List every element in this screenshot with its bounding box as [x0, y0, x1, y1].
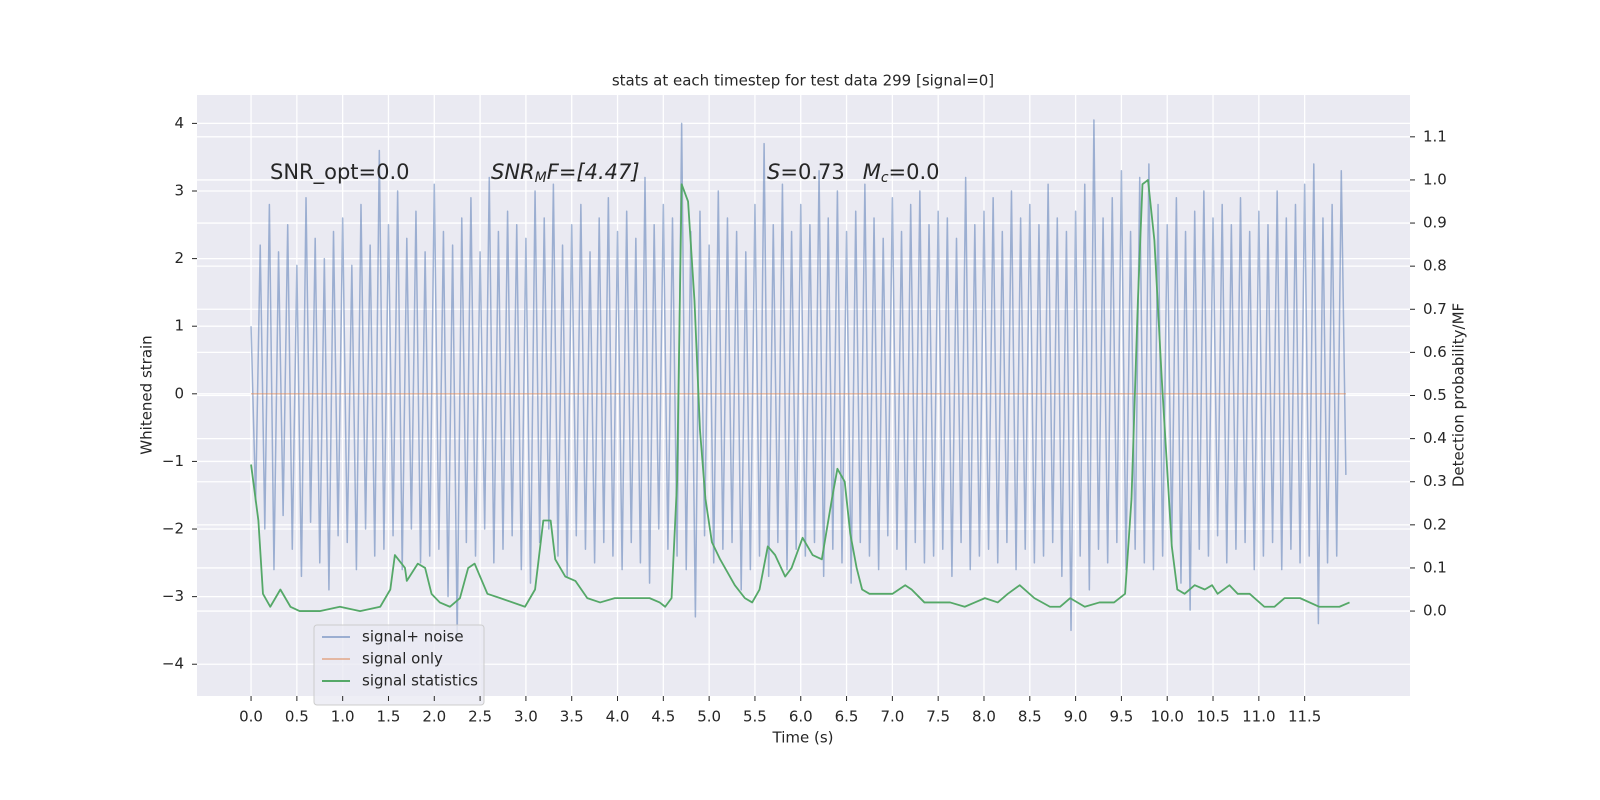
x-tick-label: 1.5 [377, 708, 401, 726]
x-tick-label: 0.0 [239, 708, 263, 726]
x-tick-label: 4.0 [606, 708, 630, 726]
x-tick-label: 9.5 [1109, 708, 1133, 726]
legend-label: signal statistics [362, 672, 478, 690]
y-axis-label: Whitened strain [138, 335, 156, 454]
y-tick-label: 3 [174, 181, 184, 199]
y-tick-label: 0 [174, 384, 184, 402]
annotation-part: =0.0 [889, 160, 940, 184]
annotation: SNRMF=[4.47] [491, 160, 640, 186]
y2-tick-label: 0.2 [1423, 515, 1447, 533]
annotation-part: SNR_opt=0.0 [270, 160, 410, 185]
marks [250, 119, 1350, 638]
legend: signal+ noise signal only signal statistic… [313, 624, 485, 706]
annotation-part: F=[4.47] [547, 160, 640, 184]
x-tick-label: 3.0 [514, 708, 538, 726]
x-tick-label: 6.0 [789, 708, 813, 726]
y2-tick-label: 0.1 [1423, 558, 1447, 576]
chart-title: stats at each timestep for test data 299… [612, 72, 994, 90]
x-tick-label: 6.5 [835, 708, 859, 726]
y2-tick-label: 0.7 [1423, 300, 1447, 318]
annotation: S=0.73 Mc=0.0 [767, 160, 940, 186]
annotation-part: M [535, 170, 547, 186]
x-tick-label: 2.5 [468, 708, 492, 726]
x-tick-label: 7.0 [880, 708, 904, 726]
x-tick-label: 7.5 [926, 708, 950, 726]
y-tick-label: 1 [174, 317, 184, 335]
x-tick-label: 9.0 [1064, 708, 1088, 726]
annotation-part: M [863, 160, 881, 184]
x-tick-label: 10.0 [1151, 708, 1184, 726]
y2-tick-label: 0.0 [1423, 602, 1447, 620]
legend-box [313, 624, 485, 706]
y2-tick-label: 0.5 [1423, 386, 1447, 404]
annotation-part: S [767, 160, 780, 184]
legend-label: signal only [362, 650, 443, 668]
y2-tick-label: 1.0 [1423, 170, 1447, 188]
series-line [250, 119, 1347, 638]
y2-tick-label: 0.3 [1423, 472, 1447, 490]
legend-label: signal+ noise [362, 628, 464, 646]
x-tick-label: 4.5 [651, 708, 675, 726]
x-tick-label: 0.5 [285, 708, 309, 726]
x-tick-label: 8.5 [1018, 708, 1042, 726]
y-tick-label: 4 [174, 114, 184, 132]
series-line [250, 179, 1350, 612]
x-tick-label: 11.5 [1288, 708, 1321, 726]
y-tick-label: 2 [174, 249, 184, 267]
y2-tick-label: 1.1 [1423, 127, 1447, 145]
annotation: SNR_opt=0.0 [270, 160, 410, 185]
x-tick-label: 1.0 [331, 708, 355, 726]
y2-tick-label: 0.9 [1423, 214, 1447, 232]
y2-tick-label: 0.6 [1423, 343, 1447, 361]
y2-tick-label: 0.4 [1423, 429, 1447, 447]
x-tick-label: 11.0 [1242, 708, 1275, 726]
x-tick-label: 3.5 [560, 708, 584, 726]
annotation-part: =0.73 [780, 160, 844, 184]
x-tick-label: 2.0 [422, 708, 446, 726]
y2-axis-label: Detection probability/MF [1450, 303, 1468, 487]
annotation-part: c [881, 170, 889, 186]
x-axis-label: Time (s) [772, 729, 834, 747]
y-tick-label: −4 [162, 655, 184, 673]
annotation-part: SNR [491, 160, 535, 184]
y-tick-label: −1 [162, 452, 184, 470]
y-tick-label: −3 [162, 587, 184, 605]
y2-tick-label: 0.8 [1423, 257, 1447, 275]
x-tick-label: 8.0 [972, 708, 996, 726]
y-tick-label: −2 [162, 520, 184, 538]
x-tick-label: 10.5 [1196, 708, 1229, 726]
x-tick-label: 5.5 [743, 708, 767, 726]
x-tick-label: 5.0 [697, 708, 721, 726]
